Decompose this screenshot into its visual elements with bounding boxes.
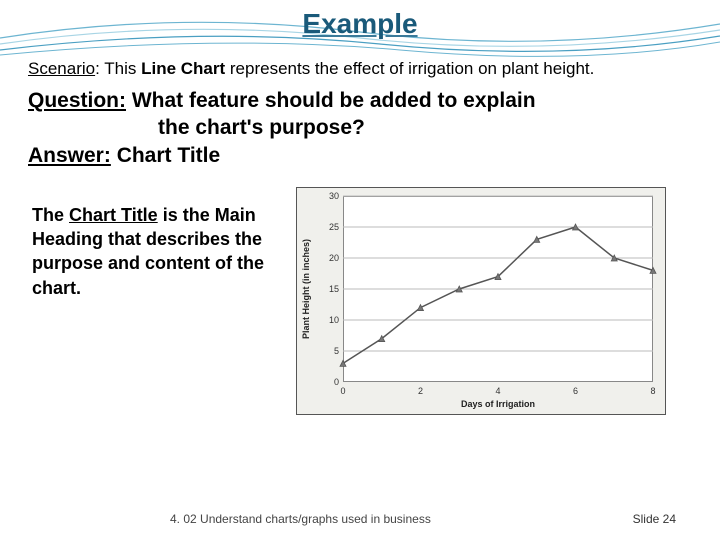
footer: 4. 02 Understand charts/graphs used in b… <box>0 512 720 526</box>
svg-text:25: 25 <box>329 222 339 232</box>
svg-text:0: 0 <box>334 377 339 387</box>
svg-text:30: 30 <box>329 191 339 201</box>
svg-text:10: 10 <box>329 315 339 325</box>
svg-text:0: 0 <box>340 386 345 396</box>
question-label: Question: <box>28 89 126 112</box>
question-line2: the chart's purpose? <box>28 114 692 141</box>
svg-text:5: 5 <box>334 346 339 356</box>
svg-text:Days of Irrigation: Days of Irrigation <box>461 399 535 409</box>
svg-text:8: 8 <box>650 386 655 396</box>
explanation-text: The Chart Title is the Main Heading that… <box>28 187 288 300</box>
footer-right: Slide 24 <box>633 512 676 526</box>
footer-left: 4. 02 Understand charts/graphs used in b… <box>170 512 431 526</box>
question-block: Question: What feature should be added t… <box>28 87 692 169</box>
chart-svg: 0 5 10 15 20 25 30 0 2 4 6 8 Days of Irrigation Plant… <box>297 188 667 416</box>
question-line1: What feature should be added to explain <box>126 89 536 112</box>
scenario-text: Scenario: This Line Chart represents the… <box>28 58 692 81</box>
line-chart: 0 5 10 15 20 25 30 0 2 4 6 8 Days of Irrigation Plant… <box>296 187 666 415</box>
svg-text:2: 2 <box>418 386 423 396</box>
svg-text:4: 4 <box>495 386 500 396</box>
slide-title: Example <box>0 0 720 40</box>
answer-value: Chart Title <box>111 144 220 167</box>
svg-text:15: 15 <box>329 284 339 294</box>
svg-text:6: 6 <box>573 386 578 396</box>
scenario-label: Scenario <box>28 59 95 78</box>
content-area: Scenario: This Line Chart represents the… <box>0 40 720 415</box>
svg-text:20: 20 <box>329 253 339 263</box>
answer-label: Answer: <box>28 144 111 167</box>
svg-text:Plant Height (in inches): Plant Height (in inches) <box>301 239 311 339</box>
